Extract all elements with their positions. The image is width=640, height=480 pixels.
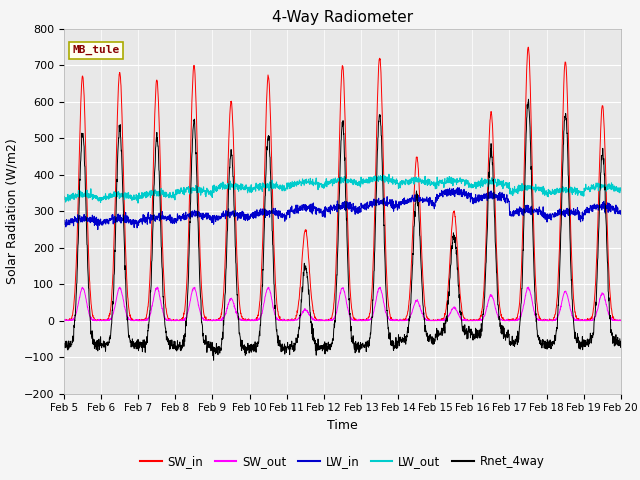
SW_out: [505, 318, 513, 324]
Title: 4-Way Radiometer: 4-Way Radiometer: [272, 10, 413, 25]
SW_out: [617, 318, 625, 324]
Rnet_4way: [568, 296, 576, 302]
SW_out: [154, 284, 161, 290]
X-axis label: Time: Time: [327, 419, 358, 432]
LW_in: [584, 206, 591, 212]
Line: SW_in: SW_in: [64, 47, 621, 321]
SW_out: [60, 318, 68, 324]
SW_in: [524, 44, 532, 50]
Rnet_4way: [584, 336, 591, 342]
Rnet_4way: [504, 331, 512, 337]
Y-axis label: Solar Radiation (W/m2): Solar Radiation (W/m2): [5, 138, 18, 284]
Line: Rnet_4way: Rnet_4way: [64, 99, 621, 360]
Rnet_4way: [617, 338, 625, 344]
LW_in: [568, 209, 576, 215]
LW_out: [134, 200, 142, 206]
Legend: SW_in, SW_out, LW_in, LW_out, Rnet_4way: SW_in, SW_out, LW_in, LW_out, Rnet_4way: [136, 451, 549, 473]
LW_in: [216, 215, 223, 221]
SW_in: [60, 318, 68, 324]
LW_out: [617, 188, 625, 193]
Rnet_4way: [216, 344, 223, 350]
LW_in: [454, 185, 461, 191]
LW_in: [359, 202, 367, 208]
SW_out: [584, 318, 591, 324]
SW_out: [568, 313, 576, 319]
Text: MB_tule: MB_tule: [72, 45, 120, 55]
LW_in: [60, 220, 68, 226]
SW_in: [216, 316, 223, 322]
LW_out: [379, 171, 387, 177]
SW_out: [60, 317, 68, 323]
LW_out: [216, 186, 223, 192]
LW_out: [505, 184, 513, 190]
LW_out: [584, 185, 591, 191]
Rnet_4way: [371, 247, 379, 253]
LW_out: [568, 185, 576, 191]
SW_in: [371, 218, 378, 224]
LW_out: [371, 173, 379, 179]
SW_in: [584, 318, 591, 324]
Rnet_4way: [525, 96, 532, 102]
SW_in: [617, 318, 625, 324]
Rnet_4way: [210, 357, 218, 363]
Line: LW_out: LW_out: [64, 174, 621, 203]
LW_in: [371, 198, 379, 204]
LW_out: [359, 180, 367, 186]
SW_out: [359, 318, 367, 324]
Rnet_4way: [359, 340, 367, 346]
Rnet_4way: [60, 342, 68, 348]
LW_in: [94, 227, 102, 232]
SW_out: [216, 318, 223, 324]
SW_in: [358, 318, 366, 324]
LW_in: [617, 209, 625, 215]
LW_out: [60, 196, 68, 202]
Line: SW_out: SW_out: [64, 287, 621, 321]
Line: LW_in: LW_in: [64, 188, 621, 229]
SW_out: [371, 303, 379, 309]
LW_in: [505, 198, 513, 204]
SW_in: [568, 261, 575, 266]
SW_in: [504, 316, 512, 322]
